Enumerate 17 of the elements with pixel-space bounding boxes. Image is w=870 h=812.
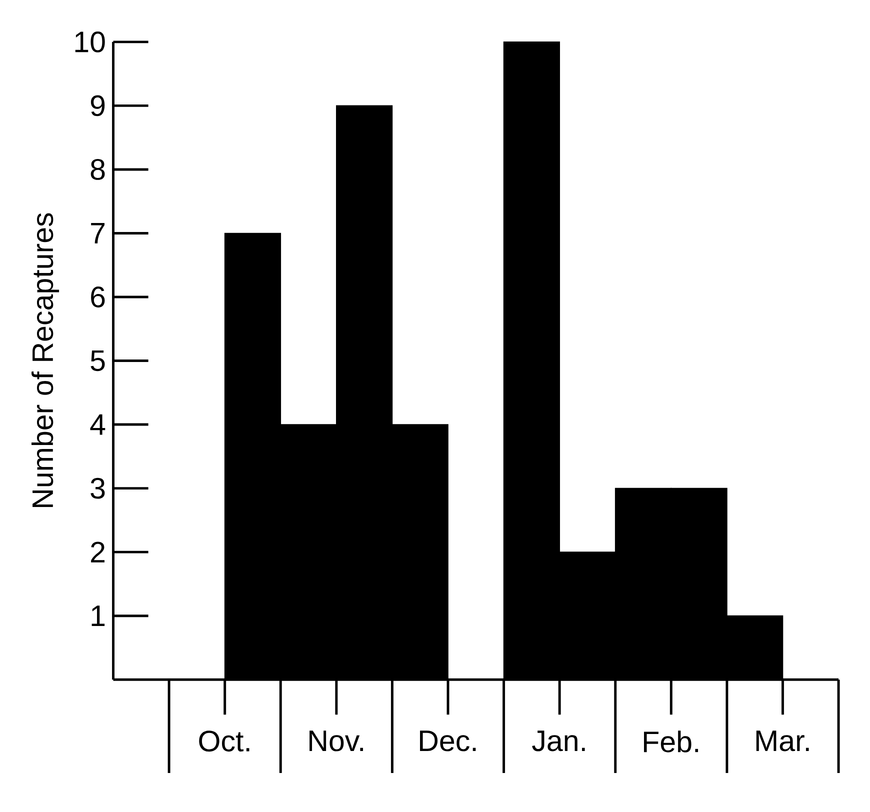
x-tick-label: Oct. — [199, 730, 250, 752]
x-tick-label: Jan. — [532, 730, 585, 752]
y-tick-label: 9 — [90, 95, 105, 116]
y-tick-label: 1 — [92, 606, 105, 626]
y-tick-label: 7 — [91, 223, 104, 244]
x-tick-label: Mar. — [756, 730, 809, 752]
y-tick-label: 3 — [90, 478, 105, 499]
y-tick-label: 10 — [75, 32, 105, 53]
y-tick-label: 5 — [90, 350, 105, 372]
y-axis-title: Number of Recaptures — [31, 213, 60, 508]
x-tick-label: Feb. — [644, 730, 698, 752]
x-tick-label: Dec. — [420, 730, 476, 752]
y-tick-label: 8 — [90, 159, 105, 180]
y-tick-label: 4 — [90, 414, 106, 435]
x-tick-label: Nov. — [310, 730, 363, 752]
y-tick-label: 6 — [91, 286, 105, 308]
y-tick-label: 2 — [91, 542, 104, 562]
